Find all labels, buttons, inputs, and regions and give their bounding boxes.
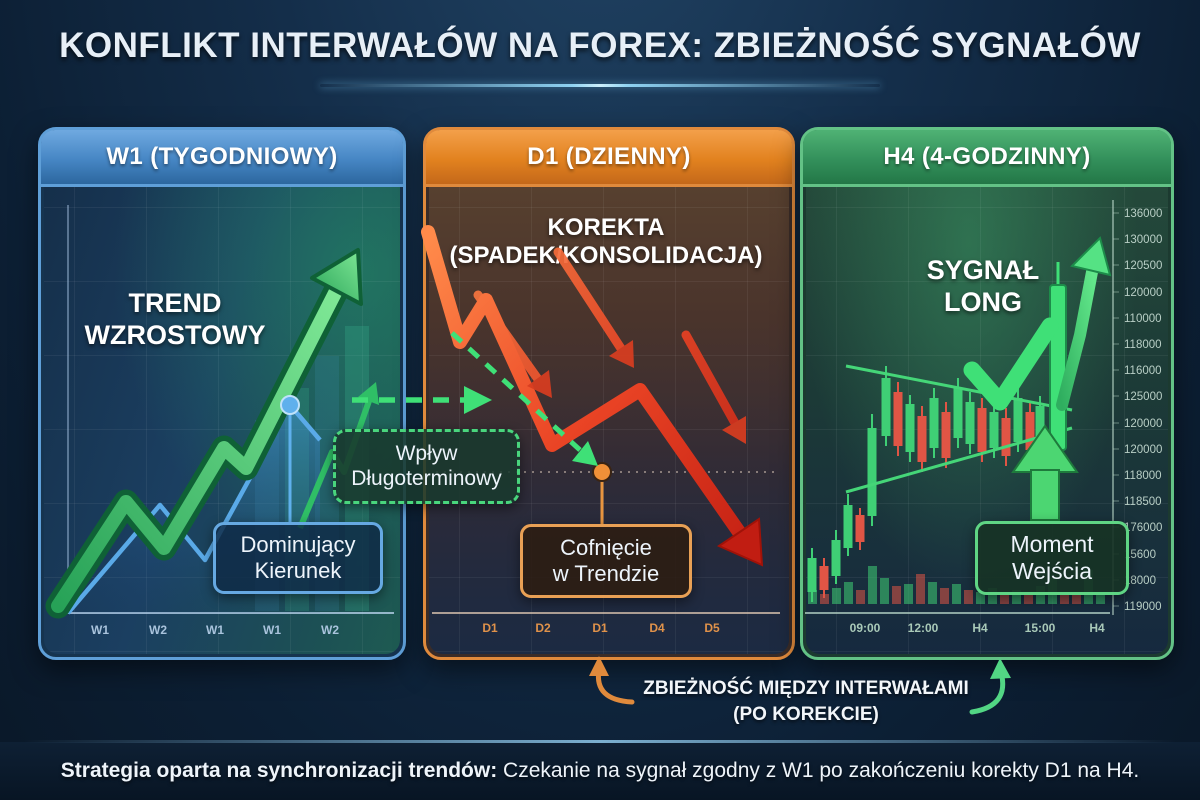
pullback-callout: Cofnięcie w Trendzie [520, 524, 692, 598]
footer-divider [0, 740, 1200, 743]
w1-trend-label: TREND WZROSTOWY [84, 288, 266, 350]
title-divider [320, 84, 880, 87]
long-term-influence-callout: Wpływ Długoterminowy [333, 429, 520, 504]
page-title: KONFLIKT INTERWAŁÓW NA FOREX: ZBIEŻNOŚĆ … [59, 26, 1141, 65]
panel-h4-header: H4 (4-GODZINNY) [803, 130, 1171, 187]
dominant-direction-callout: Dominujący Kierunek [213, 522, 383, 594]
entry-moment-callout: Moment Wejścia [975, 521, 1129, 595]
panel-w1-header: W1 (TYGODNIOWY) [41, 130, 403, 187]
footer-text-bold: Strategia oparta na synchronizacji trend… [60, 759, 498, 782]
h4-signal-label: SYGNAŁ LONG [926, 255, 1040, 317]
panel-d1-header: D1 (DZIENNY) [426, 130, 792, 187]
footer-text-rest: Czekanie na sygnał zgodny z W1 po zakońc… [497, 759, 1140, 782]
convergence-note: ZBIEŻNOŚĆ MIĘDZY INTERWAŁAMI (PO KOREKCI… [643, 678, 969, 725]
footer-strategy-bar: Strategia oparta na synchronizacji trend… [0, 740, 1200, 800]
d1-correction-label: KOREKTA (SPADEK/KONSOLIDACJA) [449, 214, 763, 270]
footer-text: Strategia oparta na synchronizacji trend… [61, 759, 1139, 783]
